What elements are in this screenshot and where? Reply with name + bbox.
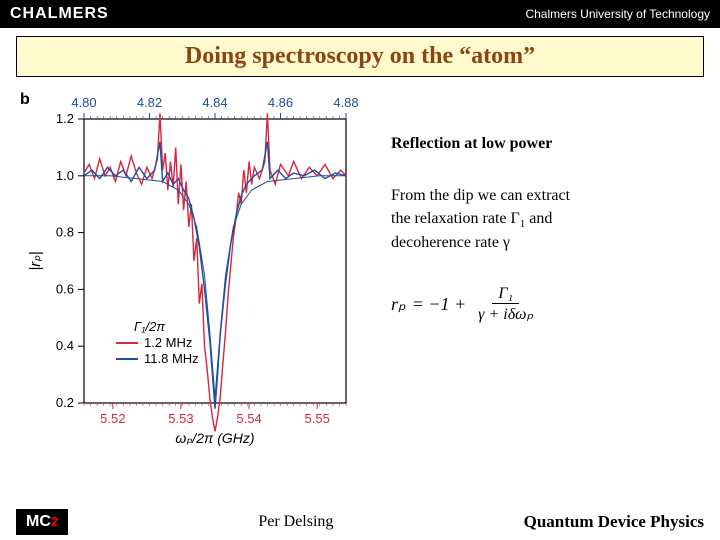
slide-title: Doing spectroscopy on the “atom”: [185, 43, 535, 69]
svg-text:5.54: 5.54: [236, 411, 261, 426]
footer-group: Quantum Device Physics: [524, 512, 704, 532]
svg-text:0.6: 0.6: [56, 281, 74, 296]
annotation-area: Reflection at low power From the dip we …: [371, 85, 704, 470]
annotation-body: From the dip we can extract the relaxati…: [391, 185, 704, 254]
annotation-heading: Reflection at low power: [391, 133, 704, 155]
svg-text:5.55: 5.55: [305, 411, 330, 426]
svg-text:11.8 MHz: 11.8 MHz: [144, 351, 199, 366]
svg-text:4.86: 4.86: [268, 95, 293, 110]
mc2-logo: MC2: [16, 509, 68, 535]
svg-text:ωₚ/2π (GHz): ωₚ/2π (GHz): [175, 430, 254, 446]
svg-text:4.88: 4.88: [333, 95, 358, 110]
chalmers-logo: CHALMERS: [10, 5, 109, 23]
svg-text:Γ₁/2π: Γ₁/2π: [134, 319, 165, 334]
content-area: b 0.2 0.4 0.6 0.8 1.0 1.2 |rₚ| 5.52 5.53 5.54 5.55…: [0, 85, 720, 470]
svg-text:5.53: 5.53: [168, 411, 193, 426]
svg-text:1.2 MHz: 1.2 MHz: [144, 335, 192, 350]
svg-text:1.2: 1.2: [56, 111, 74, 126]
header-bar: CHALMERS Chalmers University of Technolo…: [0, 0, 720, 28]
formula: rₚ = −1 + Γ₁ γ + iδωₚ: [391, 285, 704, 324]
formula-lhs: rₚ: [391, 294, 406, 315]
svg-text:4.84: 4.84: [202, 95, 227, 110]
svg-text:0.8: 0.8: [56, 225, 74, 240]
svg-text:0.2: 0.2: [56, 395, 74, 410]
chart-container: b 0.2 0.4 0.6 0.8 1.0 1.2 |rₚ| 5.52 5.53 5.54 5.55…: [16, 85, 371, 470]
mc2-logo-mc: MC: [26, 513, 51, 531]
svg-text:1.0: 1.0: [56, 168, 74, 183]
svg-text:5.52: 5.52: [100, 411, 125, 426]
body-line2a: the relaxation rate Γ: [391, 210, 520, 227]
mc2-logo-2: 2: [51, 514, 58, 529]
panel-label: b: [20, 91, 30, 109]
formula-denominator: γ + iδωₚ: [472, 304, 539, 324]
footer: MC2 Per Delsing Quantum Device Physics: [0, 504, 720, 540]
svg-text:4.82: 4.82: [137, 95, 162, 110]
reflection-chart: 0.2 0.4 0.6 0.8 1.0 1.2 |rₚ| 5.52 5.53 5.54 5.55 ωₚ…: [16, 85, 371, 465]
title-box: Doing spectroscopy on the “atom”: [16, 36, 704, 77]
formula-eq: = −1 +: [412, 294, 466, 315]
footer-author: Per Delsing: [68, 513, 523, 531]
body-line2b: and: [525, 210, 552, 227]
body-line1: From the dip we can extract: [391, 187, 570, 204]
formula-numerator: Γ₁: [492, 285, 519, 304]
svg-text:0.4: 0.4: [56, 338, 74, 353]
svg-text:4.80: 4.80: [71, 95, 96, 110]
body-line3: decoherence rate γ: [391, 234, 510, 251]
svg-text:|rₚ|: |rₚ|: [27, 251, 44, 270]
formula-fraction: Γ₁ γ + iδωₚ: [472, 285, 539, 324]
university-name: Chalmers University of Technology: [525, 7, 710, 21]
heading-text: Reflection at low power: [391, 135, 552, 152]
